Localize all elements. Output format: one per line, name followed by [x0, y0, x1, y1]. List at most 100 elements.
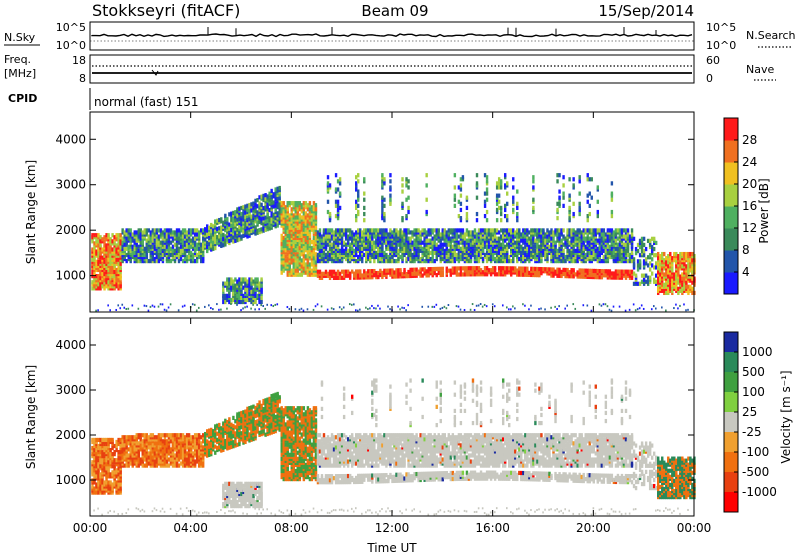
heatmap-cell: [614, 246, 618, 251]
heatmap-cell: [654, 307, 657, 310]
heatmap-cell: [550, 252, 553, 258]
heatmap-cell: [357, 189, 360, 194]
heatmap-cell: [576, 256, 579, 262]
heatmap-cell: [367, 228, 370, 233]
heatmap-cell: [306, 219, 310, 224]
heatmap-cell: [97, 309, 99, 312]
heatmap-cell: [282, 250, 285, 255]
heatmap-cell: [290, 268, 293, 273]
heatmap-cell: [453, 173, 457, 178]
heatmap-cell: [552, 259, 555, 264]
heatmap-cell: [648, 261, 652, 266]
heatmap-cell: [224, 213, 227, 218]
station-title: Stokkseyri (fitACF): [92, 1, 240, 20]
heatmap-cell: [483, 228, 487, 233]
heatmap-cell: [598, 244, 602, 249]
heatmap-cell: [304, 227, 308, 232]
heatmap-cell: [580, 234, 583, 239]
heatmap-cell: [121, 240, 124, 245]
heatmap-cell: [324, 234, 328, 239]
heatmap-cell: [284, 209, 287, 214]
heatmap-cell: [286, 270, 289, 275]
heatmap-cell: [371, 252, 374, 258]
heatmap-cell: [276, 211, 279, 216]
heatmap-cell: [638, 307, 641, 310]
heatmap-cell: [499, 242, 503, 247]
heatmap-cell: [566, 238, 569, 243]
heatmap-cell: [310, 246, 314, 251]
heatmap-cell: [671, 288, 674, 293]
heatmap-cell: [328, 252, 332, 258]
heatmap-cell: [596, 259, 600, 264]
heatmap-cell: [481, 228, 485, 233]
heatmap-cell: [292, 201, 295, 206]
heatmap-cell: [499, 185, 503, 190]
heatmap-cell: [568, 270, 571, 275]
heatmap-cell: [433, 259, 436, 264]
heatmap-cell: [248, 281, 251, 286]
heatmap-cell: [387, 232, 390, 237]
heatmap-cell: [403, 232, 406, 237]
heatmap-cell: [99, 259, 102, 264]
heatmap-cell: [544, 250, 547, 256]
heatmap-cell: [667, 254, 670, 259]
heatmap-cell: [95, 249, 98, 254]
cpid-panel: CPID normal (fast) 151: [8, 88, 198, 110]
heatmap-cell: [485, 191, 489, 196]
heatmap-cell: [578, 201, 581, 206]
heatmap-cell: [191, 256, 195, 262]
heatmap-cell: [457, 240, 461, 245]
heatmap-cell: [222, 299, 225, 305]
heatmap-cell: [530, 228, 533, 233]
heatmap-cell: [332, 275, 336, 281]
heatmap-cell: [578, 238, 581, 243]
heatmap-cell: [665, 270, 668, 275]
heatmap-cell: [224, 234, 227, 239]
heatmap-cell: [558, 195, 561, 200]
heatmap-cell: [568, 193, 571, 198]
heatmap-cell: [284, 219, 287, 224]
heatmap-cell: [449, 248, 453, 253]
heatmap-cell: [270, 201, 273, 206]
heatmap-cell: [208, 231, 211, 237]
heatmap-cell: [216, 226, 219, 232]
noise-left-label: N.Sky: [4, 31, 36, 44]
heatmap-cell: [445, 266, 449, 271]
heatmap-cell: [135, 230, 138, 235]
heatmap-cell: [503, 244, 507, 249]
heatmap-cell: [338, 205, 342, 211]
heatmap-cell: [129, 232, 132, 237]
heatmap-cell: [355, 238, 358, 243]
heatmap-cell: [612, 236, 616, 241]
heatmap-cell: [346, 234, 350, 239]
heatmap-cell: [282, 235, 285, 241]
heatmap-cell: [405, 242, 408, 247]
heatmap-cell: [330, 242, 334, 247]
heatmap-cell: [425, 254, 428, 260]
heatmap-cell: [399, 308, 401, 311]
heatmap-cell: [264, 219, 267, 224]
heatmap-cell: [375, 270, 378, 276]
heatmap-cell: [232, 279, 235, 284]
heatmap-cell: [236, 213, 239, 218]
heatmap-cell: [497, 266, 501, 271]
heatmap-cell: [524, 272, 527, 277]
heatmap-cell: [586, 256, 589, 262]
heatmap-cell: [338, 254, 342, 260]
heatmap-cell: [195, 232, 199, 237]
heatmap-cell: [266, 225, 269, 230]
heatmap-cell: [495, 228, 499, 233]
heatmap-cell: [167, 228, 171, 233]
heatmap-cell: [212, 246, 215, 251]
heatmap-cell: [373, 259, 376, 264]
heatmap-cell: [238, 216, 241, 222]
heatmap-cell: [485, 272, 489, 277]
heatmap-cell: [121, 228, 124, 233]
heatmap-cell: [296, 229, 300, 234]
heatmap-cell: [204, 227, 207, 232]
heatmap-cell: [332, 230, 336, 235]
heatmap-cell: [435, 273, 438, 278]
frequency-panel-frame: [89, 54, 695, 84]
heatmap-cell: [256, 210, 259, 215]
heatmap-cell: [506, 181, 509, 186]
